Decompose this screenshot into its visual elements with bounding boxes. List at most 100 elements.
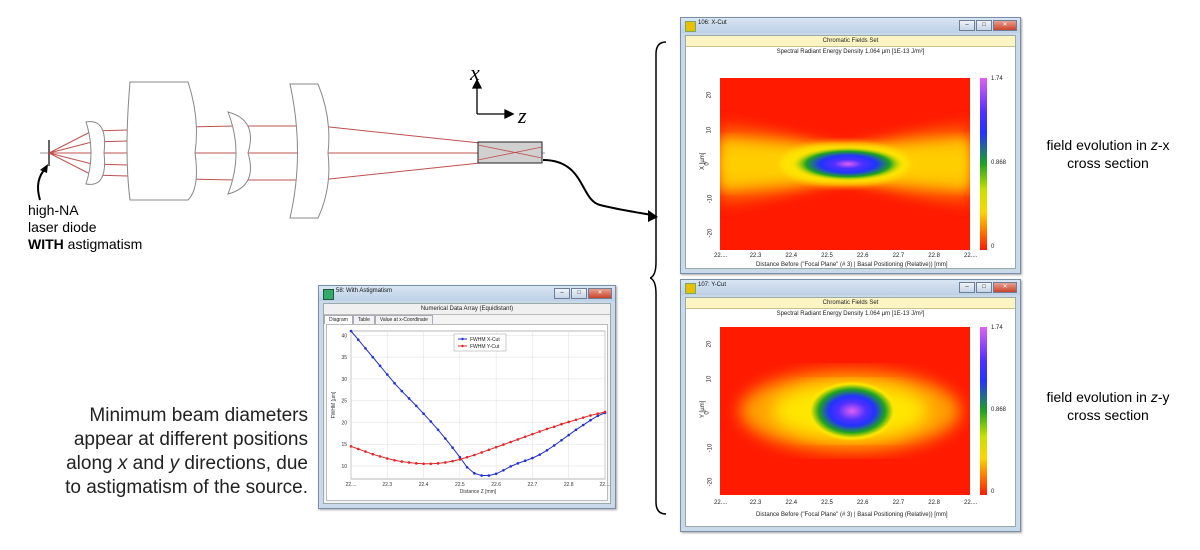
y-tick-label: 20 [706, 91, 713, 99]
x-tick-label: 22.... [599, 482, 610, 488]
x-tick-label: 22.4 [785, 253, 798, 259]
x-tick-label: 22.5 [821, 253, 833, 259]
data-point [567, 433, 571, 437]
data-point [378, 455, 382, 458]
data-point [385, 373, 389, 376]
data-point [458, 458, 462, 461]
tab-value-at-x[interactable]: Value at x-Coordinate [374, 315, 433, 324]
data-point [596, 414, 600, 418]
x-tick-label: 22.7 [892, 500, 905, 506]
data-point [502, 468, 505, 472]
data-point [465, 455, 469, 459]
minimize-button[interactable]: – [959, 20, 975, 31]
data-point [523, 435, 527, 439]
x-tick-label: 22.... [964, 500, 978, 506]
data-point [516, 462, 520, 465]
grouping-brace [650, 41, 667, 515]
data-point [407, 461, 411, 464]
y-tick-label: 30 [341, 377, 347, 383]
maximize-button[interactable]: □ [571, 288, 587, 299]
x-tick-label: 22.3 [749, 253, 762, 259]
y-tick-label: 40 [341, 333, 347, 339]
tab-diagram[interactable]: Diagram [324, 315, 353, 324]
data-point [400, 460, 404, 463]
minimize-button[interactable]: – [959, 282, 975, 293]
window-titlebar[interactable]: 106: X-Cut – □ ✕ [681, 18, 1020, 33]
data-point [480, 451, 483, 454]
data-point [480, 474, 483, 477]
x-tick-label: 22.... [345, 482, 356, 488]
data-point [458, 455, 462, 459]
astigmatism-description: Minimum beam diameters appear at differe… [65, 405, 308, 498]
data-point [502, 443, 505, 446]
close-button[interactable]: ✕ [993, 282, 1017, 293]
data-point [415, 462, 418, 465]
window-titlebar[interactable]: 107: Y-Cut – □ ✕ [681, 280, 1020, 295]
maximize-button[interactable]: □ [976, 20, 992, 31]
zx-cross-section-label: field evolution in z-x cross section [1046, 137, 1170, 171]
data-point [509, 440, 512, 444]
data-point [581, 416, 585, 419]
data-point [473, 472, 476, 475]
data-point [494, 445, 498, 449]
close-button[interactable]: ✕ [588, 288, 612, 299]
y-tick-label: 20 [341, 420, 347, 426]
diagram-panel: 10 15 20 25 30 35 40 22.... 22.3 22.4 22.5 22.6 22.7… [326, 324, 611, 501]
x-axis-title: Distance Before ("Focal Plane" (# 3) | B… [756, 262, 948, 268]
xcut-heatmap [720, 78, 970, 250]
data-array-banner: Numerical Data Array (Equidistant) [324, 304, 610, 315]
meniscus-lens-1 [85, 121, 106, 185]
data-point [473, 453, 476, 457]
plot-title: Spectral Radiant Energy Density 1.064 µm… [776, 311, 925, 317]
data-point [567, 420, 571, 424]
x-tick-label: 22.5 [821, 500, 833, 506]
data-point [356, 447, 360, 451]
tab-table[interactable]: Table [352, 315, 375, 324]
x-tick-label: 22.8 [564, 482, 574, 488]
x-tick-label: 22.6 [856, 253, 869, 259]
y-tick-label: 10 [706, 126, 713, 133]
minimize-button[interactable]: – [554, 288, 570, 299]
maximize-button[interactable]: □ [976, 282, 992, 293]
data-point [523, 459, 527, 463]
data-point [516, 438, 520, 441]
data-point [531, 432, 534, 436]
data-point [364, 450, 367, 453]
detector-box [477, 141, 543, 164]
ycut-window: 107: Y-Cut – □ ✕ Chromatic Fields Set Sp… [680, 279, 1021, 532]
x-tick-label: 22.7 [528, 482, 538, 488]
colorbar [980, 78, 987, 250]
data-point [371, 452, 375, 456]
data-point [407, 397, 411, 400]
legend-label: FWHM Y-Cut [470, 344, 500, 350]
data-point [560, 422, 563, 426]
chromatic-fields-banner: Chromatic Fields Set [686, 298, 1015, 309]
data-point [444, 461, 447, 464]
y-tick-label: 10 [341, 464, 347, 470]
data-point [574, 418, 578, 422]
axis-x-label: x [470, 60, 480, 85]
app-icon [685, 21, 696, 32]
data-point [429, 420, 433, 423]
series-line-x-cut [350, 330, 606, 477]
thick-lens-2 [126, 81, 197, 201]
data-point [436, 462, 440, 465]
data-point [400, 389, 404, 393]
meniscus-lens-3 [227, 111, 251, 195]
x-tick-label: 22.6 [856, 500, 869, 506]
x-tick-label: 22.6 [491, 482, 501, 488]
data-point [560, 438, 563, 442]
data-point [393, 458, 396, 462]
plot-area [350, 330, 606, 480]
data-point [385, 457, 389, 460]
app-icon [323, 289, 334, 300]
data-point [356, 338, 360, 342]
zy-cross-section-label: field evolution in z-y cross section [1046, 389, 1170, 423]
data-point [349, 329, 353, 333]
window-titlebar[interactable]: 58: With Astigmatism – □ ✕ [319, 286, 615, 301]
y-tick-label: 25 [341, 399, 347, 405]
source-arrow [37, 167, 47, 201]
data-point [364, 347, 367, 350]
close-button[interactable]: ✕ [993, 20, 1017, 31]
x-tick-label: 22.8 [928, 500, 940, 506]
